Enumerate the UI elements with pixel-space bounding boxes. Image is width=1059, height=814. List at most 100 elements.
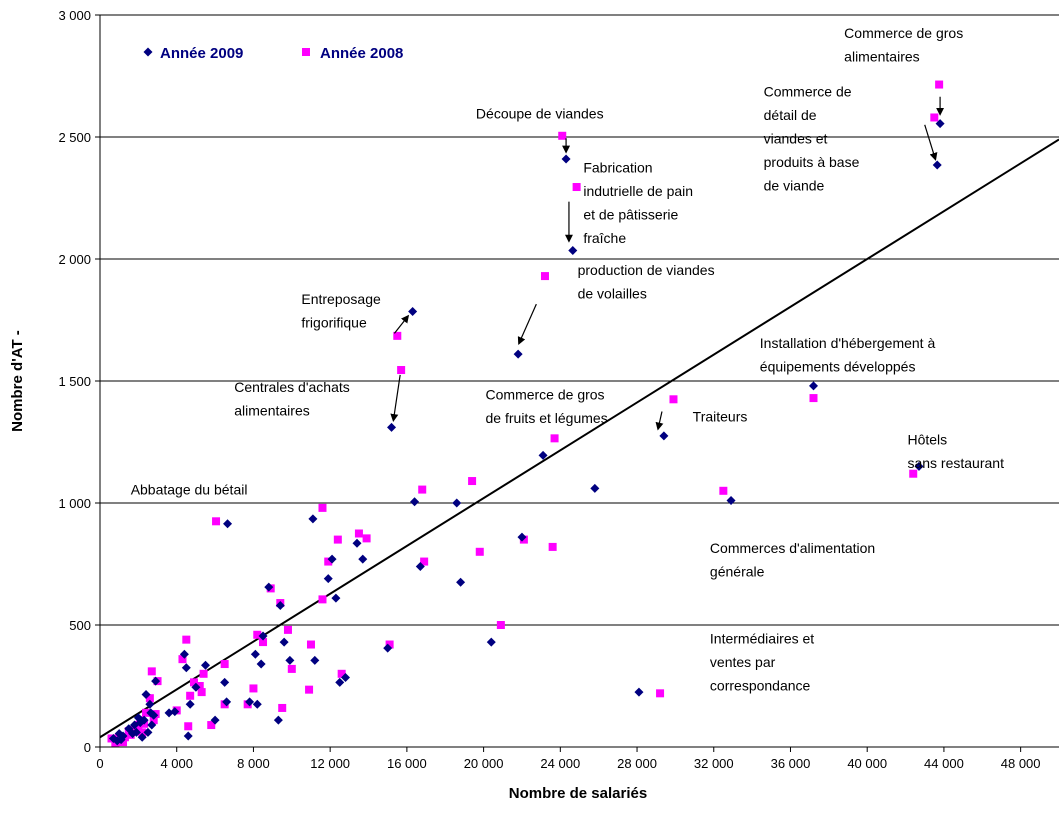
point-2009-34 <box>279 637 289 647</box>
point-2009-47 <box>179 649 189 659</box>
legend-marker-2009 <box>143 47 153 57</box>
point-2008-42 <box>199 669 208 678</box>
annotation-13-line-1: ventes par <box>710 654 776 670</box>
point-2008-12 <box>468 477 477 486</box>
point-2009-45 <box>185 699 195 709</box>
annotation-13-line-2: correspondance <box>710 677 811 693</box>
point-2008-17 <box>496 621 505 629</box>
point-2008-43 <box>195 682 204 690</box>
annotation-3: Fabrication indutrielle de pain et de pâti… <box>583 159 693 246</box>
point-2009-39 <box>220 677 230 687</box>
y-tick-label-6: 3 000 <box>58 8 91 23</box>
point-2009-7 <box>808 381 818 391</box>
point-2009-15 <box>517 532 527 542</box>
point-2009-0 <box>935 119 945 129</box>
point-2008-25 <box>324 557 333 566</box>
axes: 0 500 1 000 1 500 2 000 2 500 3 000 0 4 000 8 000… <box>58 8 1059 771</box>
annotation-arrow-7 <box>655 411 664 431</box>
point-2009-43 <box>191 682 201 692</box>
annotation-arrow-5 <box>393 314 410 334</box>
point-2009-2 <box>561 154 571 164</box>
annotation-10-line-1: sans restaurant <box>907 455 1004 471</box>
point-2009-27 <box>275 600 285 610</box>
point-2008-11 <box>550 434 559 443</box>
gridlines <box>100 14 1059 626</box>
x-tick-label-9: 36 000 <box>771 756 811 771</box>
annotation-11: Abbatage du bétail <box>131 481 248 497</box>
annotation-3-line-2: et de pâtisserie <box>583 206 678 222</box>
annotation-12-line-0: Commerces d'alimentation <box>710 540 875 556</box>
point-2009-11 <box>590 483 600 493</box>
point-2009-65 <box>114 729 124 739</box>
point-2008-52 <box>147 667 156 676</box>
point-2009-23 <box>358 554 368 564</box>
point-2009-1 <box>932 160 942 170</box>
x-tick-label-12: 48 000 <box>1001 756 1041 771</box>
point-2008-55 <box>138 728 147 737</box>
annotation-1-line-2: viandes et <box>764 131 828 147</box>
point-2009-56 <box>137 732 147 742</box>
annotation-9: Traiteurs <box>693 408 748 424</box>
annotation-arrow-1 <box>924 124 938 161</box>
y-tick-label-2: 1 000 <box>58 496 91 511</box>
point-2008-26 <box>318 595 327 604</box>
point-2008-23 <box>362 534 371 543</box>
annotation-4: production de viandes de volailles <box>578 262 715 302</box>
point-2009-50 <box>151 676 161 686</box>
annotation-1-line-4: de viande <box>764 178 825 194</box>
point-2008-15 <box>548 542 557 551</box>
point-2008-21 <box>318 503 327 512</box>
y-tick-label-0: 0 <box>84 740 91 755</box>
annotation-6: Installation d'hébergement à équipements … <box>760 335 936 375</box>
point-2008-3 <box>572 183 581 192</box>
annotation-arrow-6 <box>390 374 401 423</box>
point-2008-40 <box>207 721 216 730</box>
annotation-2-line-0: Découpe de viandes <box>476 106 604 122</box>
point-2009-67 <box>108 733 118 743</box>
point-2009-20 <box>223 519 233 529</box>
point-2008-36 <box>249 684 258 693</box>
point-2008-19 <box>385 640 394 649</box>
annotation-4-line-0: production de viandes <box>578 262 715 278</box>
point-2009-14 <box>452 498 462 508</box>
point-2009-25 <box>323 574 333 584</box>
point-2009-44 <box>183 731 193 741</box>
point-2009-46 <box>181 663 191 673</box>
point-2009-52 <box>147 720 157 730</box>
point-2009-10 <box>726 496 736 506</box>
point-2008-7 <box>669 395 678 404</box>
annotation-2: Découpe de viandes <box>476 106 604 122</box>
annotation-10-line-0: Hôtels <box>907 431 947 447</box>
point-2009-62 <box>124 724 134 734</box>
annotation-1-line-1: détail de <box>764 107 817 123</box>
point-2008-1 <box>930 113 939 122</box>
point-2009-22 <box>352 538 362 548</box>
legend-marker-2008 <box>302 48 310 56</box>
annotation-13: Intermédiaires et ventes par correspondanc… <box>710 630 814 693</box>
annotation-9-line-0: Traiteurs <box>693 408 748 424</box>
point-2009-36 <box>250 649 260 659</box>
x-tick-label-10: 40 000 <box>847 756 887 771</box>
point-2009-33 <box>285 655 295 665</box>
point-2009-18 <box>634 687 644 697</box>
point-2009-12 <box>538 450 548 460</box>
point-2008-18 <box>656 689 665 698</box>
point-2008-29 <box>420 557 429 566</box>
annotation-5: Entreposage frigorifique <box>301 291 381 331</box>
point-2009-42 <box>200 660 210 670</box>
point-2008-51 <box>149 716 158 725</box>
point-2009-4 <box>408 306 418 316</box>
point-2008-13 <box>418 485 427 494</box>
point-2009-40 <box>210 715 220 725</box>
point-2008-31 <box>306 640 315 649</box>
x-tick-label-7: 28 000 <box>617 756 657 771</box>
annotation-7: Centrales d'achats alimentaires <box>234 379 350 419</box>
x-tick-label-4: 16 000 <box>387 756 427 771</box>
point-2009-28 <box>264 582 274 592</box>
point-2008-9 <box>909 469 918 478</box>
point-2009-16 <box>456 577 466 587</box>
annotation-3-line-0: Fabrication <box>583 159 652 175</box>
point-2009-17 <box>486 637 496 647</box>
point-2009-49 <box>164 708 174 718</box>
